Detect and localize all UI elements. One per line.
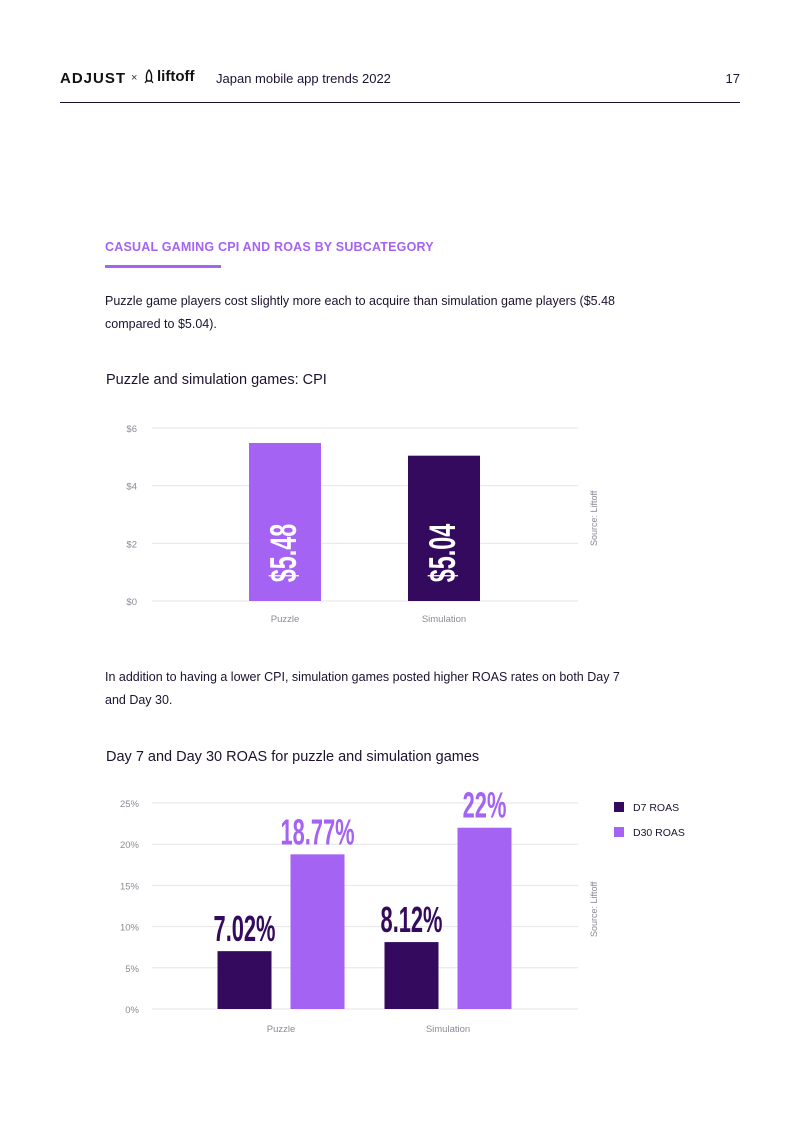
y-tick-label: 25% [120, 799, 140, 810]
liftoff-logo: liftoff [144, 68, 194, 85]
bar-value-label: 8.12% [381, 901, 443, 941]
liftoff-wordmark: liftoff [157, 68, 195, 85]
rocket-icon [144, 68, 154, 83]
legend-label: D7 ROAS [633, 802, 679, 814]
bar-value-label: $5.48 [262, 524, 304, 583]
bar-puzzle-d30-roas [290, 854, 345, 1009]
bar-value-label: 22% [463, 786, 507, 826]
x-tick-label: Puzzle [267, 1024, 296, 1035]
page-number: 17 [725, 71, 740, 86]
x-tick-label: Puzzle [271, 614, 300, 625]
section-heading: CASUAL GAMING CPI AND ROAS BY SUBCATEGOR… [105, 240, 434, 254]
legend-swatch [614, 827, 624, 837]
y-tick-label: 5% [125, 964, 139, 975]
y-tick-label: 0% [125, 1005, 139, 1016]
intro-paragraph: Puzzle game players cost slightly more e… [105, 294, 615, 331]
header-divider [60, 102, 740, 103]
y-tick-label: $6 [126, 424, 137, 435]
brand-separator: × [131, 72, 138, 84]
adjust-logo: ADJUST [60, 70, 127, 87]
y-tick-label: 20% [120, 840, 140, 851]
y-tick-label: 10% [120, 923, 140, 934]
heading-underline [105, 265, 221, 268]
bar-value-label: $5.04 [421, 523, 463, 582]
x-tick-label: Simulation [426, 1024, 470, 1035]
document-title: Japan mobile app trends 2022 [216, 71, 391, 86]
bar-puzzle-d7-roas [217, 951, 272, 1009]
bar-simulation [408, 455, 480, 601]
bar-puzzle [249, 442, 321, 601]
bar-value-label: 18.77% [280, 813, 354, 853]
legend-label: D30 ROAS [633, 827, 685, 839]
bar-value-label: 7.02% [214, 910, 276, 950]
bar-simulation-d30-roas [457, 827, 512, 1009]
source-label: Source: Liftoff [589, 490, 599, 546]
y-tick-label: 15% [120, 881, 140, 892]
page-header: ADJUST × liftoff Japan mobile app trends… [60, 66, 740, 96]
bar-simulation-d7-roas [384, 942, 439, 1009]
y-tick-label: $2 [126, 539, 137, 550]
y-tick-label: $4 [126, 482, 137, 493]
legend-swatch [614, 802, 624, 812]
y-tick-label: $0 [126, 597, 137, 608]
source-label: Source: Liftoff [589, 881, 599, 937]
roas-paragraph: In addition to having a lower CPI, simul… [105, 670, 620, 707]
roas-chart-title: Day 7 and Day 30 ROAS for puzzle and sim… [106, 749, 480, 765]
cpi-chart-title: Puzzle and simulation games: CPI [106, 372, 327, 388]
x-tick-label: Simulation [422, 614, 466, 625]
cpi-chart: $0 $2 $4 $6 $5.48 Puzzle $5.04 Simulation Source… [126, 424, 599, 625]
